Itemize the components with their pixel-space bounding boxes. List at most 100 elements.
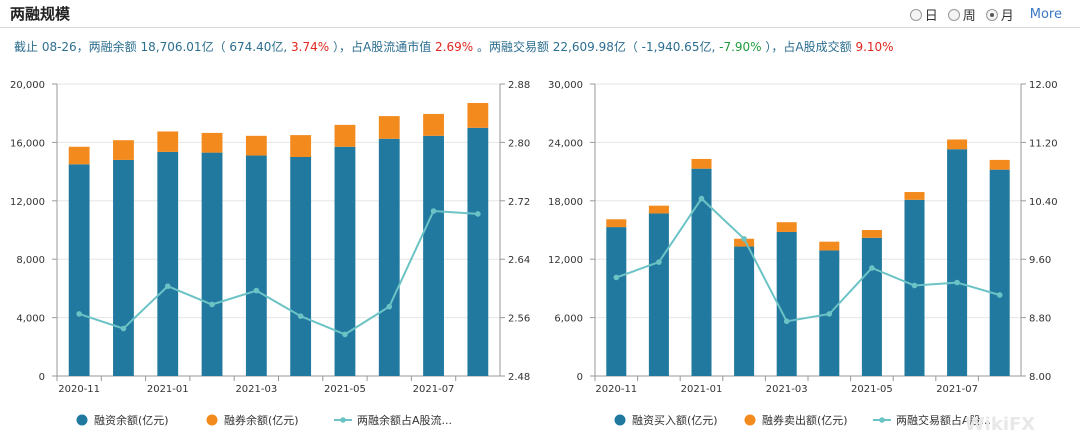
ratio-line xyxy=(78,209,478,336)
y-tick-label: 20,000 xyxy=(10,80,45,91)
ratio-point xyxy=(954,279,960,286)
y2-tick-label: 2.56 xyxy=(508,314,530,325)
ratio-point xyxy=(698,195,705,202)
bar-financing-balance xyxy=(467,127,489,376)
bar-short-balance xyxy=(334,124,356,147)
y-tick-label: 18,000 xyxy=(548,197,583,208)
summary-line: 截止 08-26，两融余额 18,706.01亿（ 674.40亿, 3.74%… xyxy=(14,38,894,55)
bar-financing-buy xyxy=(648,213,669,376)
bar-financing-balance xyxy=(290,157,312,376)
x-tick-label: 2021-05 xyxy=(851,384,893,395)
bar-short-balance xyxy=(423,113,444,136)
ratio-point xyxy=(253,287,260,294)
bar-short-sell xyxy=(648,205,669,214)
margin-balance-change-pct: 3.74% xyxy=(291,40,330,54)
radio-icon[interactable] xyxy=(909,8,922,21)
y2-tick-label: 10.40 xyxy=(1029,197,1058,208)
bar-short-sell xyxy=(606,219,627,228)
ratio-point xyxy=(342,331,348,338)
bar-financing-balance xyxy=(157,151,179,376)
bar-short-sell xyxy=(691,158,712,169)
ratio-point xyxy=(783,318,790,325)
period-option-month[interactable]: 月 xyxy=(985,5,1014,24)
legend-label: 融资买入额(亿元) xyxy=(632,414,718,427)
y2-tick-label: 2.88 xyxy=(508,80,530,91)
summary-text-2: ），占A股流通市值 xyxy=(332,40,432,54)
y-tick-label: 30,000 xyxy=(548,80,583,91)
bar-financing-balance xyxy=(113,159,134,376)
ratio-point xyxy=(613,274,620,281)
ratio-point xyxy=(869,265,875,271)
radio-checked-icon[interactable] xyxy=(985,8,998,21)
bar-short-balance xyxy=(113,140,134,160)
y-tick-label: 8,000 xyxy=(16,255,45,266)
ratio-point xyxy=(297,313,304,319)
bar-financing-balance xyxy=(334,146,356,376)
summary-text-3: 。两融交易额 22,609.98亿（ -1,940.65亿, xyxy=(476,40,716,54)
ratio-point xyxy=(430,208,437,214)
ratio-point xyxy=(656,259,662,265)
header-bar: 两融规模 日 周 月 More xyxy=(0,0,1080,28)
x-tick-label: 2021-07 xyxy=(413,384,455,395)
x-tick-label: 2020-11 xyxy=(595,384,637,395)
y-tick-label: 24,000 xyxy=(548,138,583,149)
ratio-point xyxy=(120,325,127,332)
period-label-week: 周 xyxy=(962,9,976,24)
more-link[interactable]: More xyxy=(1029,7,1062,22)
ratio-point xyxy=(209,301,215,308)
period-selector: 日 周 月 More xyxy=(909,5,1062,24)
bar-short-balance xyxy=(245,135,267,156)
bar-financing-buy xyxy=(989,169,1010,376)
period-label-month: 月 xyxy=(1000,9,1014,24)
bar-financing-balance xyxy=(423,135,444,376)
summary-text-1: 截止 08-26，两融余额 18,706.01亿（ 674.40亿, xyxy=(14,40,288,54)
legend-label: 两融余额占A股流... xyxy=(357,413,452,427)
ratio-point xyxy=(76,311,82,317)
bar-financing-buy xyxy=(734,246,755,376)
y-tick-label: 12,000 xyxy=(548,255,583,266)
y-tick-label: 0 xyxy=(39,372,45,383)
bar-short-balance xyxy=(378,116,400,139)
y2-tick-label: 11.20 xyxy=(1029,138,1058,149)
period-option-day[interactable]: 日 xyxy=(909,5,938,24)
bar-financing-buy xyxy=(691,168,712,376)
margin-balance-market-share: 2.69% xyxy=(435,40,474,54)
y2-tick-label: 2.80 xyxy=(508,138,530,149)
ratio-point xyxy=(826,311,833,317)
ratio-point xyxy=(164,283,171,290)
trading-volume-market-share: 9.10% xyxy=(855,40,894,54)
legend-label: 两融交易额占A股... xyxy=(896,413,991,427)
bar-short-sell xyxy=(734,238,755,247)
period-option-week[interactable]: 周 xyxy=(947,5,976,24)
y2-tick-label: 8.80 xyxy=(1029,314,1051,325)
bar-financing-buy xyxy=(861,237,882,376)
summary-text-4: ），占A股成交额 xyxy=(765,40,852,54)
legend-marker xyxy=(744,414,756,426)
x-tick-label: 2020-11 xyxy=(58,384,100,395)
y-tick-label: 4,000 xyxy=(16,314,45,325)
bar-financing-balance xyxy=(201,152,223,376)
x-tick-label: 2021-01 xyxy=(147,384,189,395)
x-tick-label: 2021-03 xyxy=(235,384,277,395)
bar-financing-balance xyxy=(245,155,267,376)
y-tick-label: 12,000 xyxy=(10,197,45,208)
legend-label: 融资余额(亿元) xyxy=(94,413,169,427)
ratio-point xyxy=(741,235,747,242)
y2-tick-label: 2.72 xyxy=(508,197,530,208)
radio-icon[interactable] xyxy=(947,8,960,21)
bar-financing-buy xyxy=(606,227,627,376)
bar-short-sell xyxy=(989,159,1010,170)
watermark-logo: WikiFX xyxy=(965,414,1035,435)
legend-label: 融券卖出额(亿元) xyxy=(762,413,848,427)
ratio-point xyxy=(911,282,918,289)
bar-financing-balance xyxy=(68,164,90,376)
bar-financing-balance xyxy=(378,138,400,376)
ratio-point xyxy=(996,292,1003,298)
bar-short-sell xyxy=(947,139,968,150)
trading-volume-change-pct: -7.90% xyxy=(719,40,762,54)
bar-financing-buy xyxy=(947,149,968,376)
x-tick-label: 2021-01 xyxy=(681,384,723,395)
bar-short-balance xyxy=(157,131,179,152)
y-tick-label: 0 xyxy=(577,372,583,383)
